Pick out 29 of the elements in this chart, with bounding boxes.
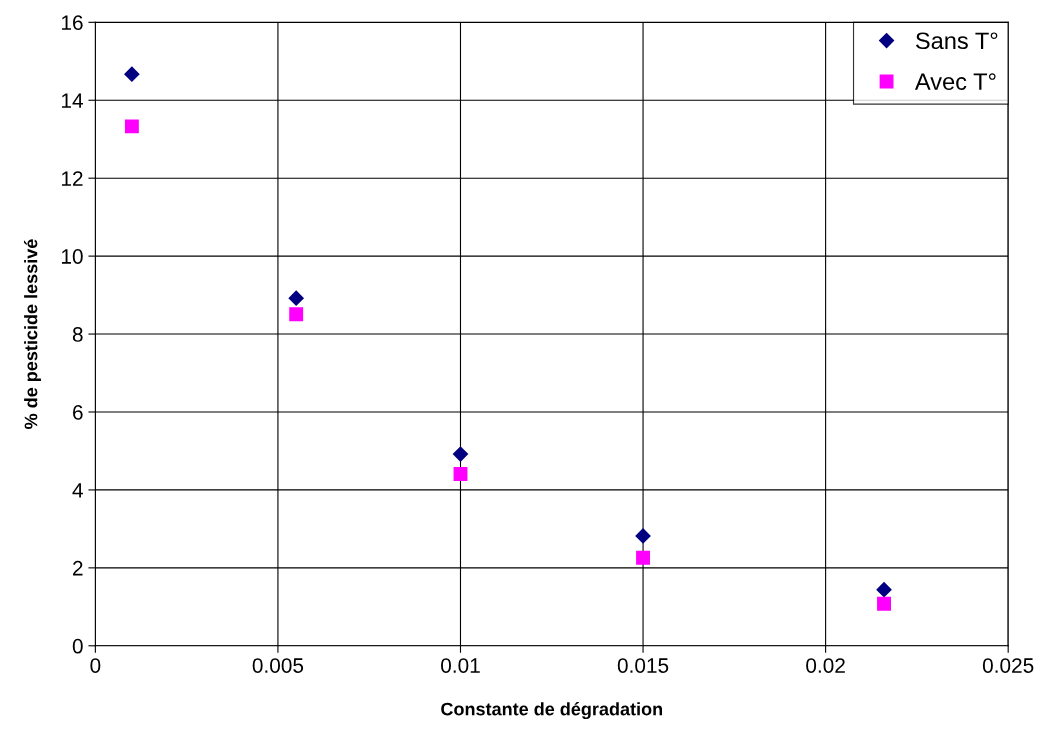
point	[876, 582, 892, 598]
y-tick-label: 2	[73, 560, 83, 576]
point	[124, 119, 139, 134]
point	[288, 290, 304, 306]
point	[289, 307, 304, 322]
x-tick-label: 0.005	[252, 658, 304, 673]
x-tick-label: 0.02	[806, 658, 845, 673]
point	[453, 467, 468, 481]
point	[877, 596, 891, 611]
point	[636, 550, 650, 565]
y-tick-label: 16	[61, 15, 83, 31]
legend-label: Sans T°	[915, 32, 998, 50]
point	[635, 528, 651, 544]
y-tick-label: 0	[72, 638, 83, 654]
y-tick-label: 6	[73, 404, 83, 420]
x-tick-label: 0.015	[617, 658, 669, 673]
x-tick-label: 0	[90, 658, 101, 673]
y-tick-label: 4	[72, 483, 83, 498]
y-tick-label: 8	[72, 327, 83, 342]
point	[124, 66, 140, 82]
x-tick-label: 0.01	[441, 658, 480, 673]
legend-label: Avec T°	[914, 73, 996, 91]
point	[452, 446, 469, 462]
y-tick-label: 12	[61, 171, 83, 186]
y-tick-label: 10	[61, 249, 83, 264]
x-tick-label: 0.025	[982, 658, 1034, 673]
y-axis-title: % de pesticide lessivé	[23, 239, 41, 429]
y-tick-label: 14	[61, 93, 83, 108]
x-axis-title: Constante de dégradation	[441, 702, 663, 720]
